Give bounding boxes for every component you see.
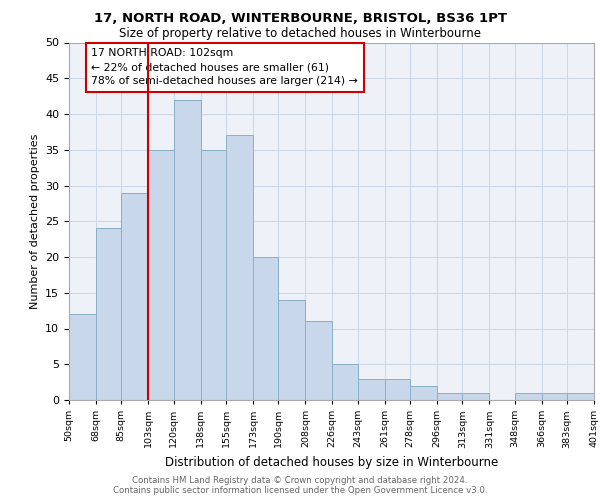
Bar xyxy=(305,322,332,400)
Bar xyxy=(542,393,567,400)
Bar xyxy=(69,314,96,400)
Bar xyxy=(385,378,410,400)
Bar xyxy=(226,136,253,400)
Bar xyxy=(332,364,358,400)
Text: Size of property relative to detached houses in Winterbourne: Size of property relative to detached ho… xyxy=(119,28,481,40)
Bar xyxy=(148,150,174,400)
Text: Contains public sector information licensed under the Open Government Licence v3: Contains public sector information licen… xyxy=(113,486,487,495)
Text: 17, NORTH ROAD, WINTERBOURNE, BRISTOL, BS36 1PT: 17, NORTH ROAD, WINTERBOURNE, BRISTOL, B… xyxy=(94,12,506,26)
Bar xyxy=(96,228,121,400)
Text: Contains HM Land Registry data © Crown copyright and database right 2024.: Contains HM Land Registry data © Crown c… xyxy=(132,476,468,485)
Bar xyxy=(358,378,385,400)
X-axis label: Distribution of detached houses by size in Winterbourne: Distribution of detached houses by size … xyxy=(165,456,498,469)
Bar xyxy=(253,257,278,400)
Bar xyxy=(410,386,437,400)
Bar xyxy=(121,192,148,400)
Bar xyxy=(174,100,200,400)
Text: 17 NORTH ROAD: 102sqm
← 22% of detached houses are smaller (61)
78% of semi-deta: 17 NORTH ROAD: 102sqm ← 22% of detached … xyxy=(91,48,358,86)
Bar xyxy=(278,300,305,400)
Bar xyxy=(463,393,489,400)
Bar xyxy=(437,393,463,400)
Y-axis label: Number of detached properties: Number of detached properties xyxy=(29,134,40,309)
Bar xyxy=(200,150,226,400)
Bar xyxy=(567,393,594,400)
Bar xyxy=(515,393,542,400)
